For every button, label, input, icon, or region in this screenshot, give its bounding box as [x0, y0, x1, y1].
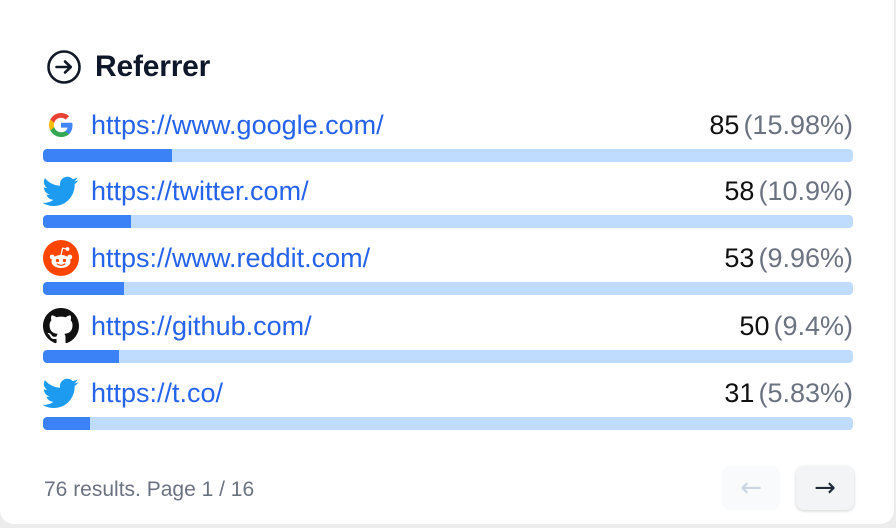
referrer-row: https://twitter.com/ 58 (10.9%) [43, 173, 853, 233]
referrer-row: https://www.google.com/ 85 (15.98%) [43, 107, 853, 167]
referrer-stats: 31 (5.83%) [724, 375, 853, 411]
referrer-bar [43, 149, 853, 162]
referrer-link[interactable]: https://t.co/ [91, 378, 224, 408]
referrer-bar [43, 215, 853, 228]
referrer-percent: (15.98%) [743, 110, 853, 140]
referrer-row: https://www.reddit.com/ 53 (9.96%) [43, 240, 853, 300]
referrer-percent: (5.83%) [758, 378, 853, 408]
referrer-stats: 50 (9.4%) [739, 308, 853, 344]
referrer-percent: (10.9%) [758, 176, 853, 206]
referrer-percent: (9.4%) [773, 311, 853, 341]
arrow-right-circle-icon [47, 50, 81, 84]
results-summary: 76 results. Page 1 / 16 [44, 478, 255, 501]
previous-page-button[interactable]: ← [722, 466, 780, 510]
referrer-bar [43, 417, 853, 430]
card-title: Referrer [95, 50, 211, 83]
github-icon [43, 308, 79, 344]
referrer-link[interactable]: https://www.google.com/ [91, 110, 384, 140]
referrer-row: https://t.co/ 31 (5.83%) [43, 375, 853, 435]
card-header: Referrer [46, 47, 210, 87]
reddit-icon [43, 240, 79, 276]
referrer-bar-fill [43, 149, 173, 162]
referrer-count: 31 [724, 378, 755, 408]
referrer-count: 58 [724, 176, 755, 206]
referrer-count: 85 [709, 110, 740, 140]
referrer-link[interactable]: https://twitter.com/ [91, 176, 309, 206]
google-icon [43, 107, 79, 143]
referrer-link[interactable]: https://www.reddit.com/ [91, 243, 371, 273]
referrer-stats: 53 (9.96%) [724, 240, 853, 276]
referrer-count: 53 [724, 243, 755, 273]
referrer-bar-fill [43, 215, 132, 228]
referrer-row: https://github.com/ 50 (9.4%) [43, 308, 853, 368]
referrer-stats: 85 (15.98%) [709, 107, 853, 143]
next-page-button[interactable]: → [796, 466, 854, 510]
referrer-stats: 58 (10.9%) [724, 173, 853, 209]
referrer-bar-fill [43, 282, 124, 295]
referrer-bar-fill [43, 350, 120, 363]
referrer-link[interactable]: https://github.com/ [91, 311, 312, 341]
twitter-icon [43, 375, 79, 411]
referrer-bar-fill [43, 417, 91, 430]
referrer-percent: (9.96%) [758, 243, 853, 273]
twitter-icon [43, 173, 79, 209]
referrer-bar [43, 350, 853, 363]
referrer-count: 50 [739, 311, 770, 341]
referrer-bar [43, 282, 853, 295]
